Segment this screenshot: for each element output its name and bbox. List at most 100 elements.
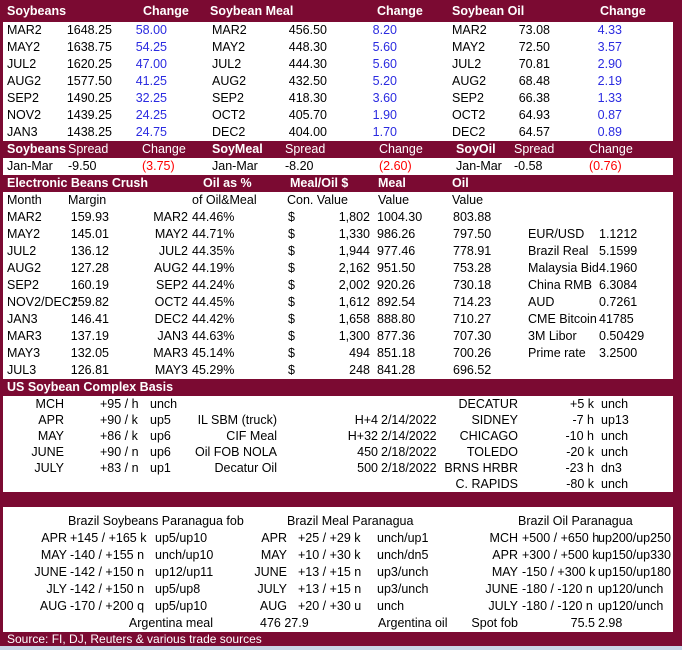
contract-month: SEP2 <box>7 91 39 105</box>
oil-pct: 45.29% <box>192 363 235 377</box>
contract-month: MAY2 <box>212 40 246 54</box>
basis-date: 2/18/2022 <box>381 445 437 459</box>
contract-month: JAN3 <box>7 125 38 139</box>
basis-month: APR <box>38 413 64 427</box>
oil-pct: 45.14% <box>192 346 235 360</box>
brazil-change: up5/up10 <box>155 531 208 545</box>
oil-value: 778.91 <box>453 244 492 258</box>
crush-row: MAR3 137.19 JAN3 44.63% $1,300 877.36 707.30 3M… <box>0 328 682 345</box>
meal-value: 986.26 <box>377 227 416 241</box>
price: 66.38 <box>518 91 550 105</box>
converted-value: 1,300 <box>338 329 370 343</box>
basis-label: CIF Meal <box>226 429 277 443</box>
meal-oil-header: Meal/Oil $ <box>290 176 349 190</box>
brazil-basis: -142 / +150 n <box>70 565 145 579</box>
fx-label: China RMB <box>528 278 592 292</box>
dollar-sign: $ <box>288 295 295 309</box>
brazil-change: up120/unch <box>598 599 664 613</box>
brazil-basis: -170 / +200 q <box>70 599 145 613</box>
argentina-footer-row: Argentina meal 476 27.9 Argentina oil Sp… <box>0 615 682 632</box>
basis-city: DECATUR <box>458 397 519 411</box>
crush-month: NOV2/DEC2 <box>7 295 78 309</box>
futures-row: MAY2 1638.75 54.25 MAY2 448.30 5.60 MAY2 72.5… <box>0 39 682 56</box>
contract-month: OCT2 <box>212 108 246 122</box>
brazil-basis: -142 / +150 n <box>70 582 145 596</box>
basis-row: JULY +83 / n up1 Decatur Oil 500 2/18/2022 BRN… <box>0 460 682 476</box>
brazil-basis: +300 / +500 k <box>522 548 599 562</box>
crush-row: JUL3 126.81 MAY3 45.29% $248 841.28 696.52 <box>0 362 682 379</box>
futures-row: MAR2 1648.25 58.00 MAR2 456.50 8.20 MAR2 73.0… <box>0 22 682 39</box>
crush-month: MAR3 <box>7 329 42 343</box>
change-label: Change <box>589 142 633 156</box>
crush-margin: 126.81 <box>70 363 109 377</box>
crush-row: JAN3 146.41 DEC2 44.42% $1,658 888.80 710.27 CM… <box>0 311 682 328</box>
converted-value: 1,658 <box>338 312 370 326</box>
brazil-change: up120/unch <box>598 582 664 596</box>
price: 73.08 <box>518 23 550 37</box>
oil-pct: 44.71% <box>192 227 235 241</box>
oil-value: 797.50 <box>453 227 492 241</box>
futures-row: AUG2 1577.50 41.25 AUG2 432.50 5.20 AUG2 68.4… <box>0 73 682 90</box>
oil-pct: 44.42% <box>192 312 235 326</box>
brazil-month: MAY <box>260 548 287 562</box>
basis-change: up6 <box>150 429 171 443</box>
crush-row: MAR2 159.93 MAR2 44.46% $1,802 1004.30 803.88 <box>0 209 682 226</box>
price-change: 1.70 <box>372 125 397 139</box>
city-change: unch <box>601 429 629 443</box>
basis-city: BRNS HRBR <box>444 461 518 475</box>
fx-rate: 1.1212 <box>599 227 638 241</box>
price-change: 1.33 <box>597 91 622 105</box>
basis-header-band: US Soybean Complex Basis <box>0 379 682 396</box>
basis-date: 2/14/2022 <box>381 429 437 443</box>
dollar-sign: $ <box>288 227 295 241</box>
spot-fob-value: 75.5 <box>570 616 595 630</box>
meal-value: 951.50 <box>377 261 416 275</box>
price-change: 58.00 <box>135 23 167 37</box>
city-change: unch <box>601 445 629 459</box>
spread-period: Jan-Mar <box>7 159 53 173</box>
price-change: 4.33 <box>597 23 622 37</box>
oil-pct-month: AUG2 <box>153 261 188 275</box>
margin-label: Margin <box>68 193 107 207</box>
crush-month: JAN3 <box>7 312 38 326</box>
brazil-month: MAY <box>40 548 67 562</box>
brazil-basis: +20 / +30 u <box>298 599 362 613</box>
oil-pct-month: MAY2 <box>154 227 188 241</box>
crush-month: MAY3 <box>7 346 41 360</box>
basis-change: up6 <box>150 445 171 459</box>
source-text: Source: FI, DJ, Reuters & various trade … <box>7 632 262 646</box>
converted-value: 2,002 <box>338 278 370 292</box>
dollar-sign: $ <box>288 312 295 326</box>
oil-value: 753.28 <box>453 261 492 275</box>
brazil-month: JLY <box>46 582 67 596</box>
crush-month: JUL2 <box>7 244 37 258</box>
brazil-month: JUNE <box>254 565 287 579</box>
oil-value: 803.88 <box>453 210 492 224</box>
brazil-change: unch/up1 <box>377 531 429 545</box>
contract-month: AUG2 <box>7 74 42 88</box>
fx-rate: 5.1599 <box>599 244 638 258</box>
brazil-basis: -180 / -120 n <box>522 582 593 596</box>
oil-pct-month: JAN3 <box>157 329 188 343</box>
oil-pct: 44.63% <box>192 329 235 343</box>
spread-period: Jan-Mar <box>456 159 502 173</box>
change-header: Change <box>600 4 646 18</box>
meal-value: 977.46 <box>377 244 416 258</box>
price: 418.30 <box>288 91 327 105</box>
basis-month: MCH <box>35 397 64 411</box>
spread-change: (3.75) <box>142 159 175 173</box>
price: 1648.25 <box>66 23 112 37</box>
price-change: 32.25 <box>135 91 167 105</box>
separator-band <box>0 492 682 507</box>
city-basis: -20 k <box>566 445 594 459</box>
spread-change: (2.60) <box>379 159 412 173</box>
brazil-meal-title: Brazil Meal Paranagua <box>287 514 414 528</box>
brazil-basis: +25 / +29 k <box>298 531 361 545</box>
price: 432.50 <box>288 74 327 88</box>
fx-label: CME Bitcoin <box>528 312 597 326</box>
basis-value: +90 / n <box>100 445 139 459</box>
brazil-change: unch/dn5 <box>377 548 429 562</box>
brazil-basis: +500 / +650 h <box>522 531 600 545</box>
spread-row: Jan-Mar -9.50 (3.75) Jan-Mar -8.20 (2.60… <box>0 158 682 175</box>
brazil-change: unch <box>377 599 405 613</box>
